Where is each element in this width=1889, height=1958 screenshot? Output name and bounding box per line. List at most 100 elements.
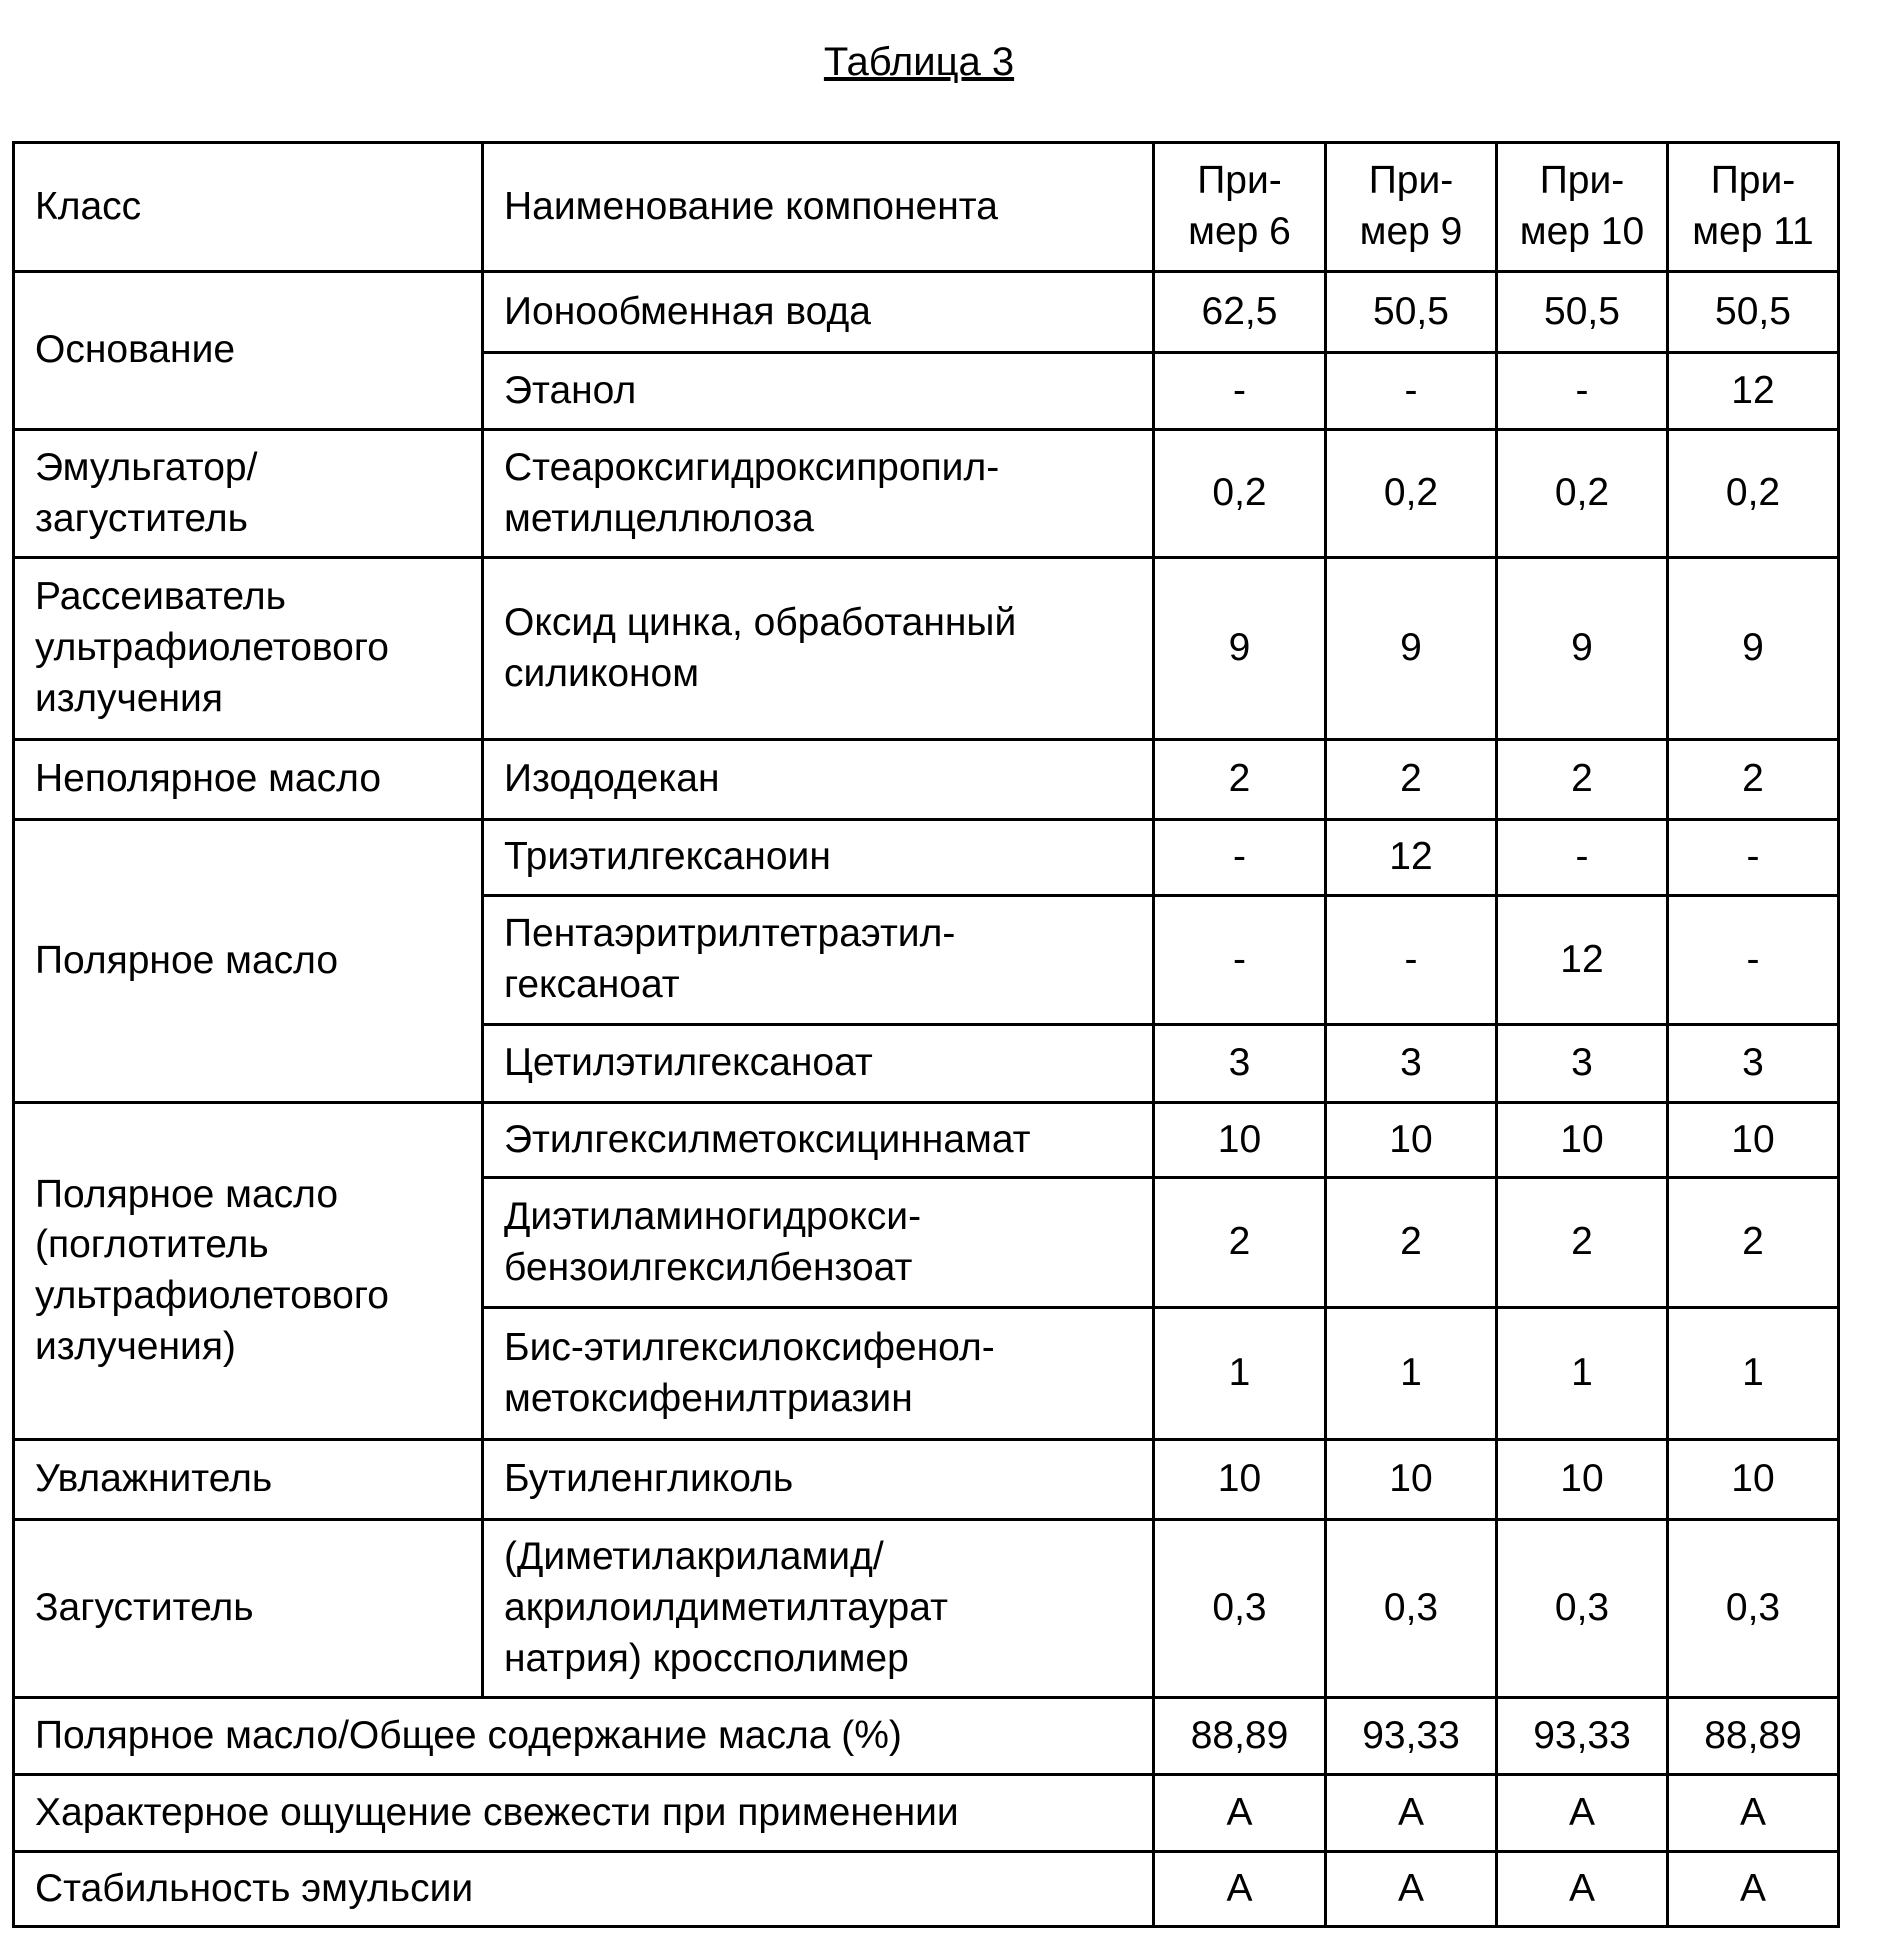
value-cell: 0,3 (1326, 1520, 1497, 1698)
component-name: Цетилэтилгексаноат (483, 1025, 1154, 1103)
value-cell: 0,3 (1668, 1520, 1839, 1698)
value-cell: 93,33 (1326, 1698, 1497, 1775)
value-cell: 0,3 (1154, 1520, 1326, 1698)
class-cell: Эмульгатор/ загуститель (14, 430, 483, 558)
value-cell: - (1668, 896, 1839, 1025)
class-cell: Увлажнитель (14, 1440, 483, 1520)
value-cell: - (1497, 353, 1668, 430)
component-name: (Диметилакриламид/ акрилоилдиметилтаурат… (483, 1520, 1154, 1698)
header-example: При- мер 9 (1326, 143, 1497, 272)
value-cell: 1 (1497, 1308, 1668, 1440)
value-cell: A (1668, 1775, 1839, 1852)
value-cell: 12 (1668, 353, 1839, 430)
value-cell: A (1497, 1775, 1668, 1852)
summary-label: Характерное ощущение свежести при примен… (14, 1775, 1154, 1852)
component-name: Бутиленгликоль (483, 1440, 1154, 1520)
component-name: Этанол (483, 353, 1154, 430)
summary-row: Полярное масло/Общее содержание масла (%… (14, 1698, 1839, 1775)
value-cell: 0,2 (1326, 430, 1497, 558)
value-cell: 10 (1497, 1440, 1668, 1520)
table-row: Рассеиватель ультрафиолетового излучения… (14, 558, 1839, 740)
value-cell: - (1154, 896, 1326, 1025)
class-cell: Неполярное масло (14, 740, 483, 820)
value-cell: - (1154, 353, 1326, 430)
value-cell: 10 (1326, 1440, 1497, 1520)
summary-label: Полярное масло/Общее содержание масла (%… (14, 1698, 1154, 1775)
table-row: Полярное маслоТриэтилгексаноин-12-- (14, 820, 1839, 896)
value-cell: 9 (1497, 558, 1668, 740)
summary-row: Характерное ощущение свежести при примен… (14, 1775, 1839, 1852)
value-cell: 88,89 (1154, 1698, 1326, 1775)
value-cell: 50,5 (1326, 272, 1497, 353)
table-row: ОснованиеИонообменная вода62,550,550,550… (14, 272, 1839, 353)
class-cell: Полярное масло (поглотитель ультрафиолет… (14, 1103, 483, 1440)
value-cell: 3 (1326, 1025, 1497, 1103)
value-cell: 0,2 (1154, 430, 1326, 558)
value-cell: 10 (1497, 1103, 1668, 1178)
value-cell: 0,2 (1497, 430, 1668, 558)
value-cell: 9 (1326, 558, 1497, 740)
summary-label: Стабильность эмульсии (14, 1852, 1154, 1927)
value-cell: 10 (1668, 1103, 1839, 1178)
value-cell: 9 (1668, 558, 1839, 740)
value-cell: 10 (1154, 1103, 1326, 1178)
value-cell: 1 (1154, 1308, 1326, 1440)
class-cell: Полярное масло (14, 820, 483, 1103)
header-example: При- мер 10 (1497, 143, 1668, 272)
value-cell: 9 (1154, 558, 1326, 740)
component-name: Пентаэритрилтетраэтил- гексаноат (483, 896, 1154, 1025)
value-cell: 88,89 (1668, 1698, 1839, 1775)
value-cell: 2 (1668, 1178, 1839, 1308)
component-name: Оксид цинка, обработанный силиконом (483, 558, 1154, 740)
value-cell: 50,5 (1497, 272, 1668, 353)
value-cell: 1 (1326, 1308, 1497, 1440)
table-row: Полярное масло (поглотитель ультрафиолет… (14, 1103, 1839, 1178)
header-component: Наименование компонента (483, 143, 1154, 272)
value-cell: 12 (1326, 820, 1497, 896)
table-title: Таблица 3 (0, 40, 1838, 85)
value-cell: 3 (1668, 1025, 1839, 1103)
header-example: При- мер 6 (1154, 143, 1326, 272)
value-cell: 10 (1326, 1103, 1497, 1178)
component-name: Диэтиламиногидрокси- бензоилгексилбензоа… (483, 1178, 1154, 1308)
class-cell: Рассеиватель ультрафиолетового излучения (14, 558, 483, 740)
class-cell: Загуститель (14, 1520, 483, 1698)
value-cell: 0,3 (1497, 1520, 1668, 1698)
component-name: Триэтилгексаноин (483, 820, 1154, 896)
table-row: Эмульгатор/ загустительСтеароксигидрокси… (14, 430, 1839, 558)
value-cell: 93,33 (1497, 1698, 1668, 1775)
value-cell: 3 (1154, 1025, 1326, 1103)
value-cell: 2 (1497, 740, 1668, 820)
table-row: Загуститель(Диметилакриламид/ акрилоилди… (14, 1520, 1839, 1698)
component-name: Этилгексилметоксициннамат (483, 1103, 1154, 1178)
value-cell: 10 (1668, 1440, 1839, 1520)
value-cell: 0,2 (1668, 430, 1839, 558)
header-class: Класс (14, 143, 483, 272)
summary-row: Стабильность эмульсииAAAA (14, 1852, 1839, 1927)
table-row: Неполярное маслоИзододекан2222 (14, 740, 1839, 820)
value-cell: 2 (1326, 1178, 1497, 1308)
component-name: Ионообменная вода (483, 272, 1154, 353)
value-cell: 2 (1668, 740, 1839, 820)
value-cell: - (1154, 820, 1326, 896)
value-cell: 50,5 (1668, 272, 1839, 353)
value-cell: A (1154, 1852, 1326, 1927)
class-cell: Основание (14, 272, 483, 430)
component-name: Бис-этилгексилоксифенол- метоксифенилтри… (483, 1308, 1154, 1440)
value-cell: - (1668, 820, 1839, 896)
value-cell: 2 (1154, 740, 1326, 820)
header-row: КлассНаименование компонентаПри- мер 6Пр… (14, 143, 1839, 272)
header-example: При- мер 11 (1668, 143, 1839, 272)
value-cell: A (1326, 1852, 1497, 1927)
value-cell: A (1326, 1775, 1497, 1852)
component-name: Стеароксигидроксипропил- метилцеллюлоза (483, 430, 1154, 558)
table-row: УвлажнительБутиленгликоль10101010 (14, 1440, 1839, 1520)
value-cell: - (1497, 820, 1668, 896)
value-cell: A (1497, 1852, 1668, 1927)
value-cell: 3 (1497, 1025, 1668, 1103)
value-cell: 12 (1497, 896, 1668, 1025)
value-cell: 2 (1154, 1178, 1326, 1308)
component-name: Изододекан (483, 740, 1154, 820)
value-cell: 2 (1497, 1178, 1668, 1308)
value-cell: 2 (1326, 740, 1497, 820)
